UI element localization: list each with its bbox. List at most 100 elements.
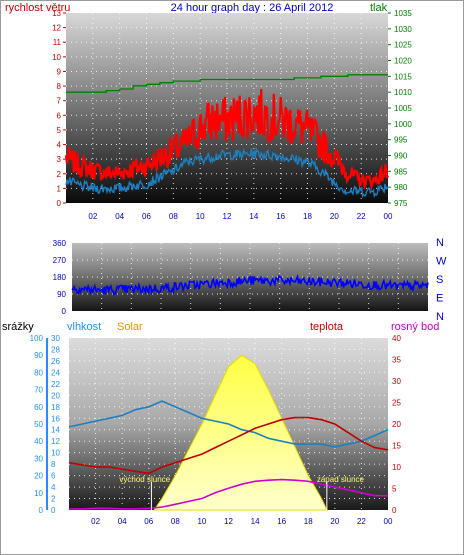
right-tick-label: 25 — [392, 399, 401, 408]
chart3-label-dewpoint: rosný bod — [391, 321, 439, 333]
x-tick-label: 04 — [118, 517, 127, 526]
x-tick-label: 22 — [357, 212, 366, 221]
right-tick-label: 10 — [392, 463, 401, 472]
left-tick-label: 18 — [51, 403, 60, 412]
chart3-annotations: východ slunce západ slunce — [119, 475, 365, 510]
left-tick-label: 3 — [57, 155, 62, 164]
chart3-marks — [68, 354, 389, 511]
right-tick-label: 1035 — [394, 9, 412, 18]
x-tick-label: 02 — [88, 212, 97, 221]
right-tick-label: 15 — [392, 442, 401, 451]
x-tick-label: 00 — [384, 212, 393, 221]
direction-tick-label: 270 — [53, 256, 67, 265]
chart3-label-temperature: teplota — [310, 321, 344, 333]
sun-event-label: západ slunce — [317, 475, 365, 484]
chart3-label-rain: srážky — [2, 321, 34, 333]
temperature-series-line — [68, 416, 389, 475]
left-tick-label: 13 — [52, 9, 61, 18]
right-tick-label: 40 — [392, 334, 401, 343]
left-tick-label: 4 — [51, 483, 56, 492]
x-tick-label: 12 — [223, 212, 232, 221]
left-tick-label: 6 — [57, 111, 62, 120]
x-tick-label: 00 — [384, 517, 393, 526]
right-tick-label: 1025 — [394, 41, 412, 50]
chart2-marks — [71, 273, 429, 296]
left-tick-label: 24 — [51, 368, 60, 377]
left-tick-label: 8 — [57, 82, 62, 91]
x-tick-label: 06 — [142, 212, 151, 221]
x-tick-label: 20 — [330, 517, 339, 526]
right-tick-label: 995 — [394, 136, 408, 145]
left-tick-label: 20 — [51, 391, 60, 400]
left-tick-label: 6 — [51, 472, 56, 481]
direction-series-line — [71, 273, 429, 296]
rain-tick-label: 20 — [34, 472, 43, 481]
left-tick-label: 16 — [51, 414, 60, 423]
direction-tick-label: 0 — [62, 307, 67, 316]
left-tick-label: 10 — [52, 53, 61, 62]
x-tick-label: 08 — [169, 212, 178, 221]
chart1-x-axis: 02 04 06 08 10 12 14 16 18 20 22 00 — [88, 212, 393, 221]
rain-tick-label: 0 — [39, 506, 44, 515]
right-tick-label: 0 — [392, 506, 397, 515]
right-tick-label: 1000 — [394, 120, 412, 129]
left-tick-label: 28 — [51, 345, 60, 354]
left-tick-label: 5 — [57, 126, 62, 135]
x-tick-label: 14 — [251, 517, 260, 526]
rain-tick-label: 100 — [30, 334, 44, 343]
right-tick-label: 20 — [392, 420, 401, 429]
compass-label: S — [436, 274, 443, 286]
chart3-rain-axis: 0 10 20 30 40 50 60 70 80 90 100 — [30, 334, 48, 515]
x-tick-label: 06 — [144, 517, 153, 526]
direction-tick-label: 180 — [53, 273, 67, 282]
chart3-right-axis: 0 5 10 15 20 25 30 35 40 — [392, 334, 401, 515]
left-tick-label: 7 — [57, 97, 62, 106]
right-tick-label: 980 — [394, 183, 408, 192]
rain-tick-label: 30 — [34, 454, 43, 463]
pressure-series-line — [66, 74, 388, 93]
x-tick-label: 18 — [303, 212, 312, 221]
gust-series-line — [64, 88, 390, 191]
right-tick-label: 1030 — [394, 25, 412, 34]
x-tick-label: 10 — [196, 212, 205, 221]
rain-tick-label: 90 — [34, 351, 43, 360]
x-tick-label: 20 — [330, 212, 339, 221]
rain-tick-label: 10 — [34, 489, 43, 498]
x-tick-label: 10 — [197, 517, 206, 526]
compass-label: W — [436, 256, 447, 268]
right-tick-label: 985 — [394, 167, 408, 176]
direction-tick-label: 360 — [53, 239, 67, 248]
chart1-left-label: rychlost větru — [5, 2, 70, 14]
right-tick-label: 1020 — [394, 57, 412, 66]
left-tick-label: 12 — [51, 437, 60, 446]
left-tick-label: 26 — [51, 357, 60, 366]
left-tick-label: 2 — [51, 495, 56, 504]
rain-tick-label: 40 — [34, 437, 43, 446]
chart2-left-axis: 0 90 180 270 360 — [53, 239, 67, 316]
right-tick-label: 1010 — [394, 88, 412, 97]
x-tick-label: 04 — [115, 212, 124, 221]
dewpoint-series-line — [69, 478, 388, 510]
x-tick-label: 02 — [91, 517, 100, 526]
chart1-marks — [64, 74, 390, 199]
x-tick-label: 22 — [357, 517, 366, 526]
left-tick-label: 12 — [52, 24, 61, 33]
chart1-right-axis: 975 980 985 990 995 1000 1005 1010 1015 1020 1025 1… — [388, 9, 412, 208]
right-tick-label: 35 — [392, 356, 401, 365]
left-tick-label: 4 — [57, 141, 62, 150]
x-tick-label: 18 — [304, 517, 313, 526]
chart1-title: 24 hour graph day : 26 April 2012 — [171, 2, 334, 14]
left-tick-label: 0 — [51, 506, 56, 515]
right-tick-label: 1005 — [394, 104, 412, 113]
left-tick-label: 10 — [51, 449, 60, 458]
chart1-right-label: tlak — [370, 2, 388, 14]
x-tick-label: 16 — [277, 517, 286, 526]
humidity-series-line — [68, 400, 389, 448]
right-tick-label: 30 — [392, 377, 401, 386]
compass-label: E — [436, 293, 443, 305]
chart3-label-solar: Solar — [117, 321, 143, 333]
rain-tick-label: 70 — [34, 386, 43, 395]
